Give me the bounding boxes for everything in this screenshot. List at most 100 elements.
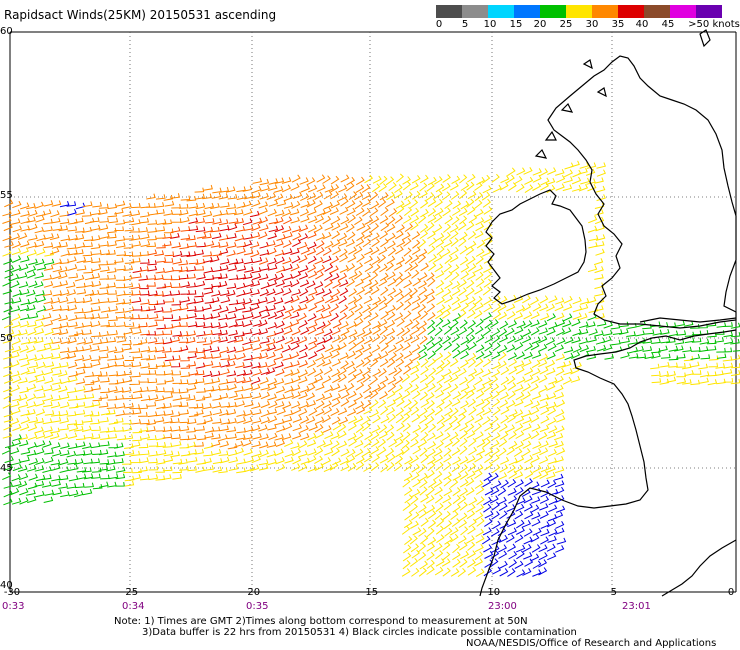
wind-barb [108, 473, 119, 480]
wind-barb [274, 344, 284, 352]
wind-barb [267, 279, 277, 287]
wind-barb [338, 193, 348, 202]
wind-barb [114, 394, 125, 401]
wind-barb [244, 400, 254, 408]
wind-barb [380, 406, 389, 416]
wind-barb [476, 383, 486, 392]
wind-barb [115, 200, 126, 207]
wind-barb [188, 210, 199, 217]
wind-barb [292, 232, 302, 241]
wind-barb [379, 192, 389, 201]
wind-barb [371, 454, 380, 463]
wind-barb [395, 271, 404, 282]
wind-barb [43, 264, 54, 271]
wind-barb [267, 322, 278, 330]
wind-barb [394, 190, 403, 199]
wind-barb [474, 368, 484, 377]
wind-barb [42, 344, 52, 351]
wind-barb [611, 339, 621, 346]
wind-barb [594, 330, 604, 337]
wind-barb [523, 495, 533, 504]
wind-barb [258, 207, 268, 215]
wind-barb [115, 276, 126, 281]
wind-barb [498, 550, 508, 559]
wind-barb [449, 374, 459, 383]
wind-barb [418, 504, 427, 513]
wind-barb [484, 454, 493, 464]
wind-barb [140, 233, 150, 240]
wind-barb [259, 288, 270, 297]
wind-barb [259, 433, 269, 441]
wind-barb [267, 247, 277, 256]
legend-label: 20 [533, 19, 547, 30]
wind-barb [233, 440, 244, 448]
wind-barb [378, 424, 388, 434]
wind-barb [242, 200, 252, 208]
wind-barb [83, 386, 94, 393]
wind-barb [42, 440, 52, 448]
wind-barb [420, 366, 429, 376]
wind-barb [546, 543, 556, 552]
wind-barb [41, 313, 52, 320]
wind-barb [323, 406, 333, 415]
wind-barb [330, 295, 340, 304]
wind-barb [556, 415, 566, 423]
wind-barb [522, 543, 532, 553]
wind-barb [651, 347, 661, 354]
wind-barb [9, 273, 20, 282]
wind-barb [20, 313, 30, 321]
wind-barb [324, 448, 334, 456]
wind-barb [68, 234, 78, 241]
wind-barb [451, 281, 461, 290]
wind-barb [651, 352, 661, 359]
wind-barb [226, 408, 237, 416]
wind-barb [331, 239, 341, 248]
wind-barb [403, 310, 412, 320]
wind-barb [259, 241, 269, 249]
wind-barb [554, 344, 565, 353]
wind-barb [68, 321, 78, 328]
wind-barb [41, 481, 52, 488]
wind-barb [4, 455, 14, 464]
wind-barb [330, 190, 339, 200]
wind-barb [42, 290, 53, 296]
wind-barb [242, 328, 253, 335]
wind-barb [699, 338, 710, 345]
wind-barb [10, 351, 20, 359]
wind-barb [482, 478, 492, 488]
wind-barb [579, 498, 587, 505]
wind-barb [411, 413, 421, 423]
wind-barb [498, 311, 508, 320]
wind-barb [498, 360, 507, 369]
wind-barb [369, 409, 379, 418]
wind-barb [74, 308, 84, 314]
wind-barb [337, 342, 347, 351]
wind-barb [4, 199, 14, 208]
wind-barb [122, 298, 132, 305]
wind-barb [298, 360, 309, 368]
wind-barb [106, 465, 116, 472]
wind-barb [250, 383, 261, 391]
wind-barb [68, 403, 79, 409]
wind-barb [28, 362, 39, 369]
wind-barb [387, 247, 397, 257]
wind-barb [322, 400, 332, 409]
wind-barb [130, 450, 141, 457]
wind-barb [395, 301, 404, 311]
wind-barb [161, 361, 172, 368]
wind-barb [308, 288, 318, 296]
wind-barb [457, 567, 467, 578]
wind-barb [18, 377, 28, 384]
wind-barb [458, 287, 467, 297]
wind-barb [515, 305, 526, 313]
wind-barb [162, 233, 173, 239]
wind-barb [154, 416, 165, 423]
wind-barb [43, 319, 54, 327]
wind-barb [321, 304, 331, 313]
wind-barb [252, 311, 262, 320]
wind-barb [340, 463, 350, 472]
wind-barb [338, 184, 348, 193]
wind-barb [451, 287, 461, 296]
wind-barb [292, 304, 302, 314]
wind-barb [435, 232, 445, 242]
